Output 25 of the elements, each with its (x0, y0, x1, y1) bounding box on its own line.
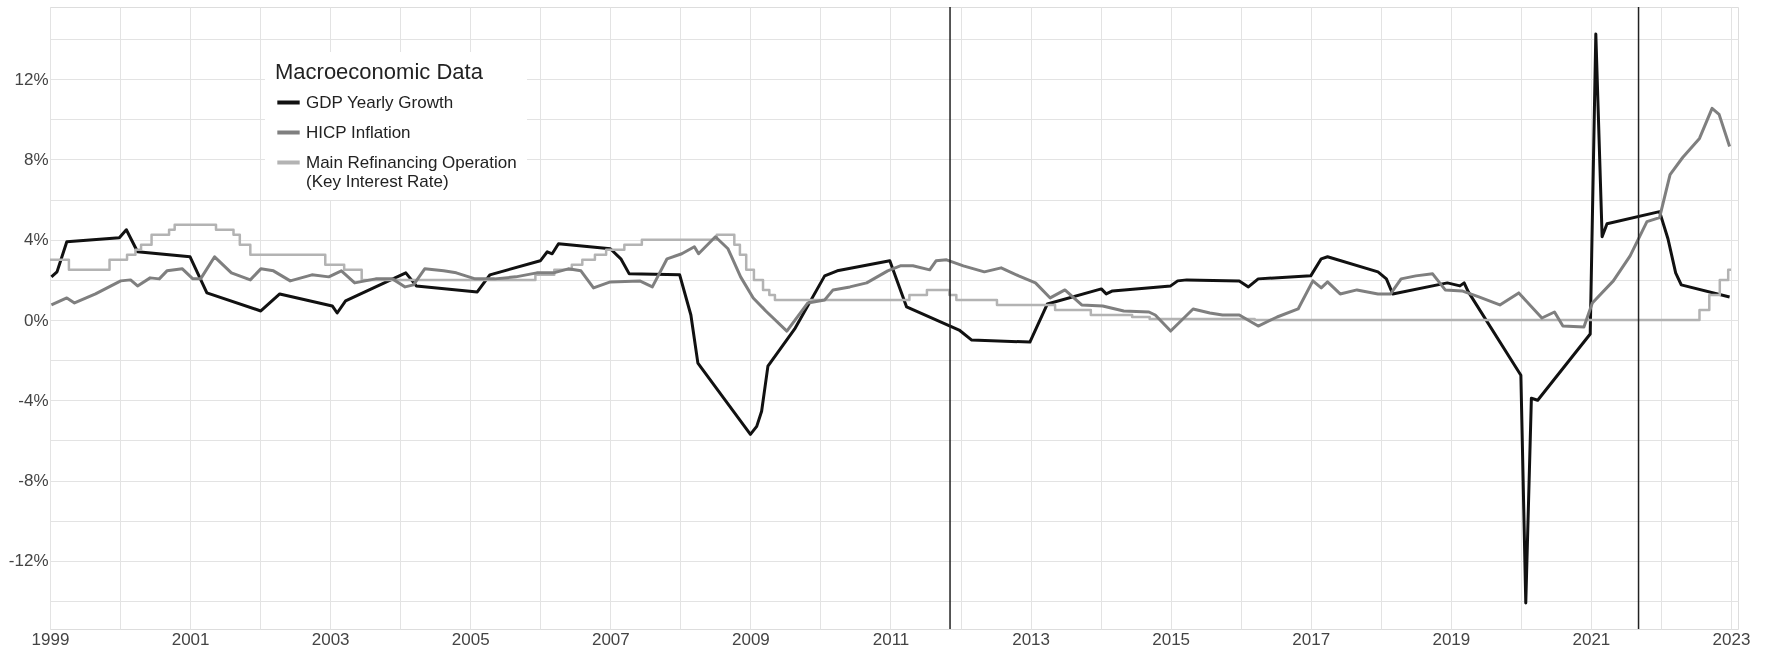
y-tick-label: 0% (23, 310, 49, 330)
x-tick-label: 2005 (451, 629, 490, 649)
x-tick-label: 2009 (732, 629, 770, 649)
line-series (49, 32, 1732, 605)
y-tick-label: -8% (18, 471, 49, 491)
x-tick-label: 2003 (311, 629, 350, 649)
legend-label: GDP Yearly Growth (306, 92, 454, 112)
y-tick-label: 12% (14, 69, 49, 89)
x-tick-label: 2021 (1572, 629, 1611, 649)
legend-label: HICP Inflation (306, 122, 411, 142)
x-tick-label: 2011 (872, 629, 910, 649)
y-tick-label: -4% (18, 390, 49, 410)
x-tick-label: 2001 (171, 629, 210, 649)
x-tick-label: 2019 (1432, 629, 1471, 649)
x-tick-label: 2017 (1292, 629, 1331, 649)
y-tick-label: 4% (23, 230, 49, 250)
legend-label: Main Refinancing Operation (Key Interest Rate) (306, 152, 517, 191)
y-tick-label: -12% (8, 551, 49, 571)
y-tick-label: 8% (23, 149, 49, 169)
x-tick-label: 2015 (1152, 629, 1191, 649)
x-tick-label: 1999 (31, 629, 70, 649)
legend-title: Macroeconomic Data (275, 59, 484, 84)
x-tick-label: 2013 (1012, 629, 1050, 649)
x-tick-label: 2007 (591, 629, 630, 649)
x-tick-label: 2023 (1712, 629, 1751, 649)
